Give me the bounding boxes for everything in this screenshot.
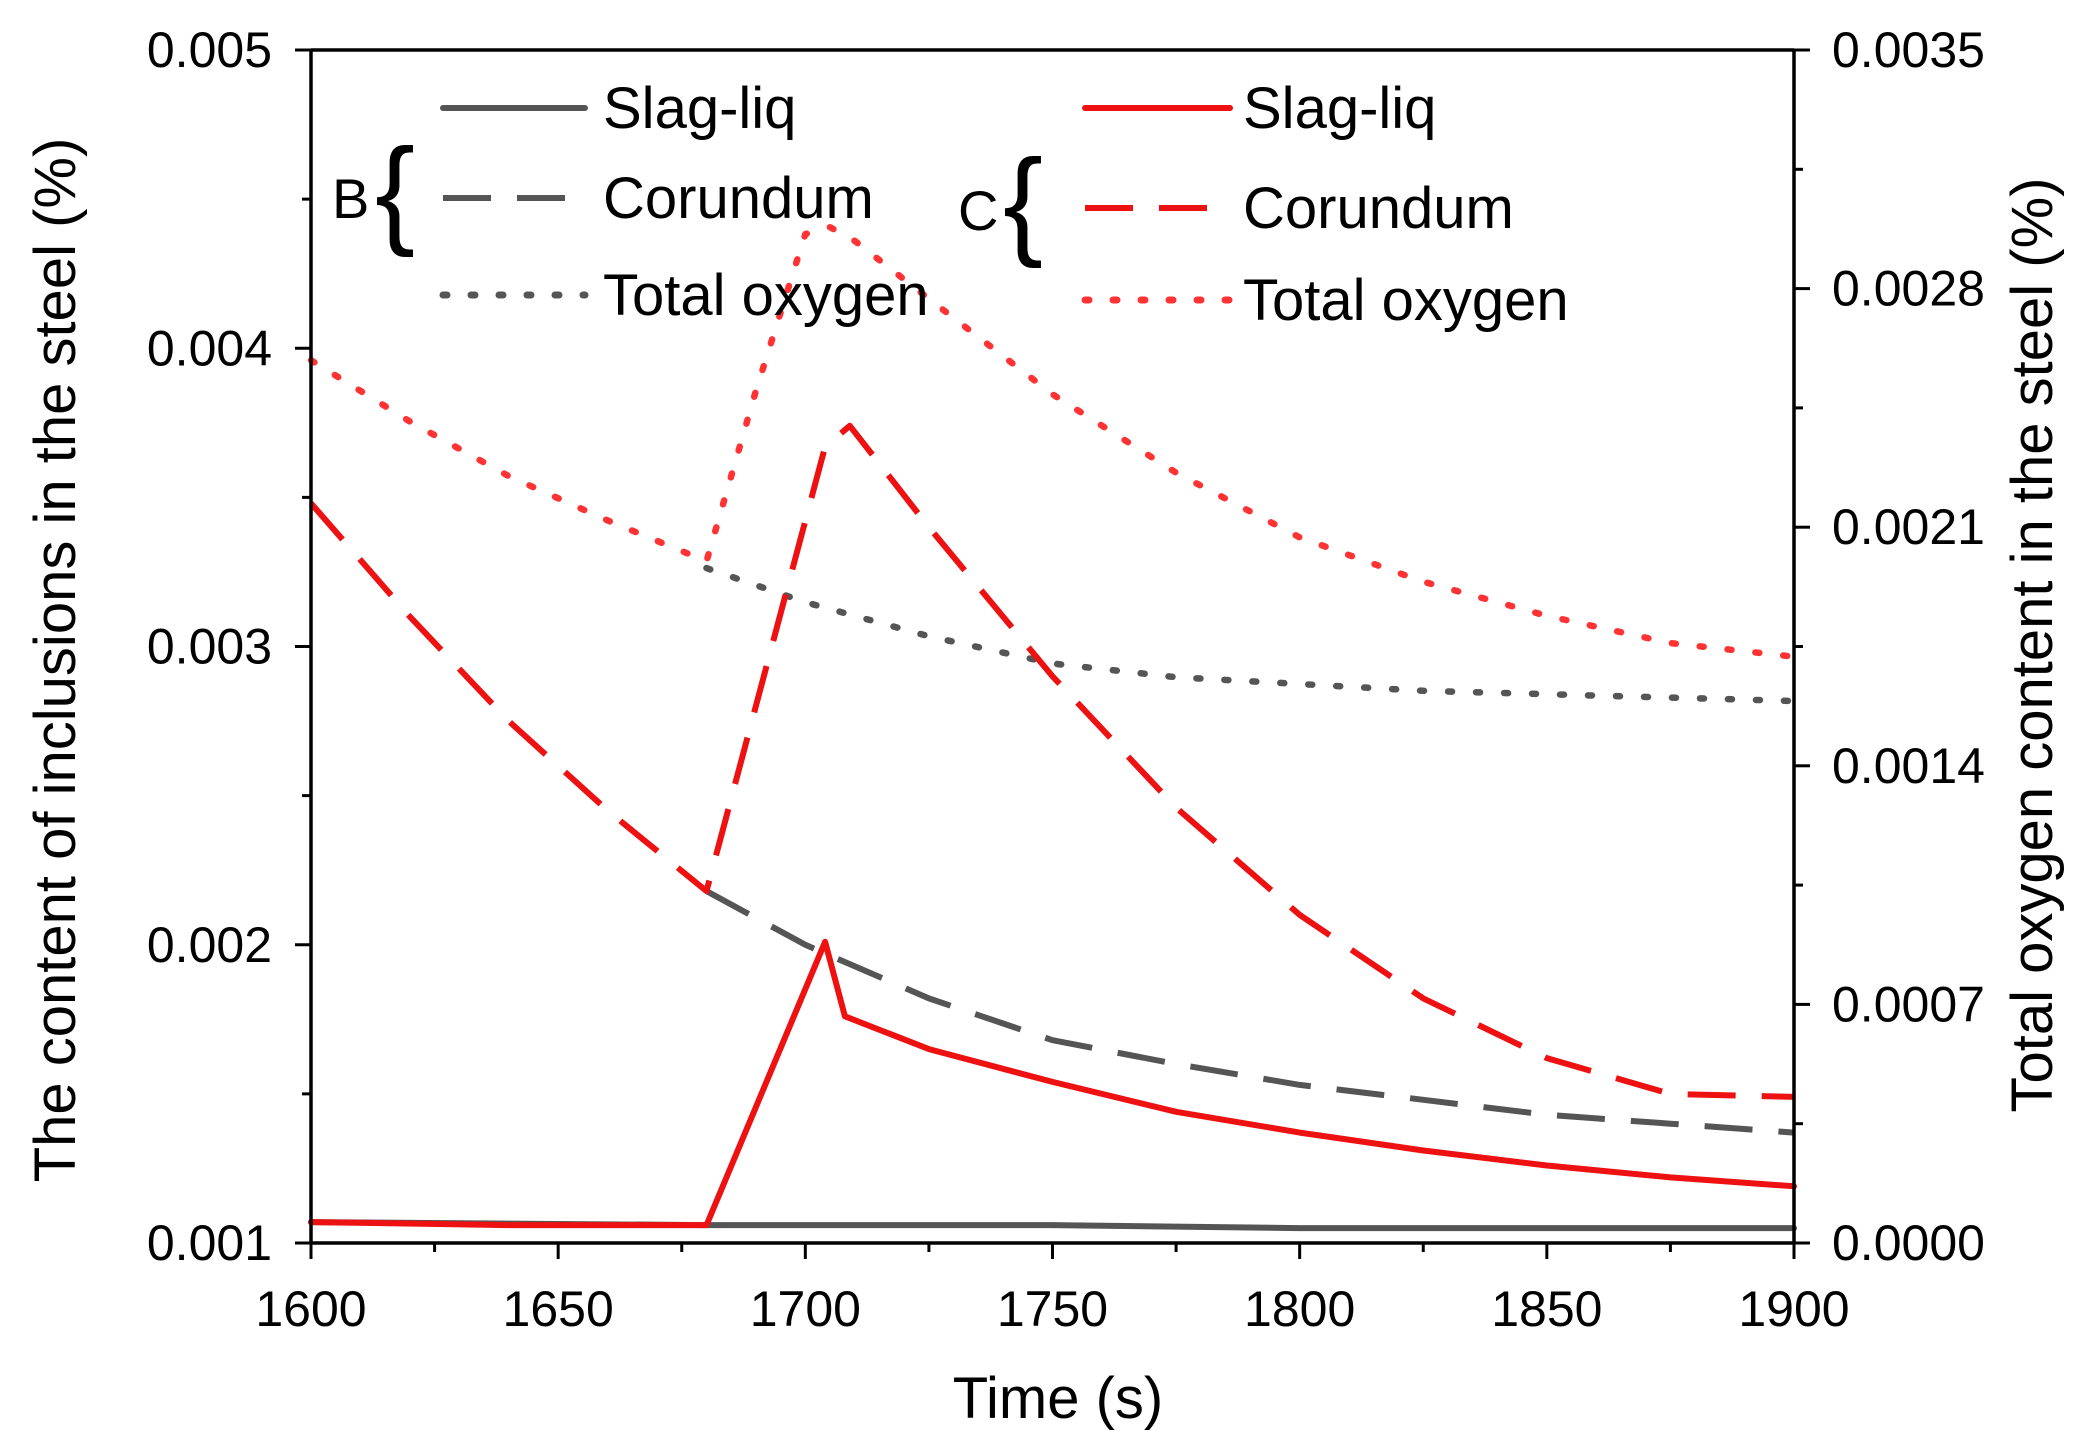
y-left-axis-title: The content of inclusions in the steel (… [23, 138, 88, 1183]
series-line-c-corundum [308, 422, 1795, 1100]
legend-label-b-total-oxygen: Total oxygen [603, 263, 929, 328]
x-tick-label: 1700 [750, 1281, 861, 1337]
legend-label-c-total-oxygen: Total oxygen [1243, 268, 1569, 333]
legend-group-c-brace: { [1003, 135, 1043, 269]
x-axis-title: Time (s) [953, 1366, 1163, 1431]
x-tick-label: 1750 [997, 1281, 1108, 1337]
y-right-tick-label: 0.0035 [1832, 22, 1985, 78]
y-right-axis-title: Total oxygen content in the steel (%) [2000, 178, 2065, 1113]
y-left-tick-label: 0.004 [147, 320, 272, 376]
ticks-layer: 1600 1650 1700 1750 1800 1850 1900 0.001 0.002 0.… [147, 22, 1985, 1337]
series-line-b-total-oxygen [703, 564, 1798, 705]
x-tick-label: 1800 [1244, 1281, 1355, 1337]
legend-items: Slag-liq Corundum Total oxygen Slag-liq Coru… [439, 76, 1569, 333]
y-left-tick-label: 0.003 [147, 619, 272, 675]
legend-label-b-corundum: Corundum [603, 166, 874, 231]
legend-group-b-brace: { [375, 124, 415, 258]
legend-label-b-slag-liq: Slag-liq [603, 76, 796, 141]
y-left-tick-label: 0.001 [147, 1215, 272, 1271]
y-left-tick-label: 0.005 [147, 22, 272, 78]
legend-label-c-corundum: Corundum [1243, 176, 1514, 241]
y-right-tick-label: 0.0028 [1832, 261, 1985, 317]
y-left-tick-label: 0.002 [147, 917, 272, 973]
y-right-tick-label: 0.0021 [1832, 499, 1985, 555]
x-tick-label: 1600 [255, 1281, 366, 1337]
legend-group-b-label: B [332, 167, 369, 230]
x-tick-label: 1650 [503, 1281, 614, 1337]
series-layer [307, 223, 1798, 1232]
legend-group-c-label: C [958, 179, 998, 242]
y-right-tick-label: 0.0007 [1832, 976, 1985, 1032]
x-tick-label: 1900 [1738, 1281, 1849, 1337]
y-right-tick-label: 0.0014 [1832, 738, 1985, 794]
series-line-b-corundum [705, 888, 1795, 1136]
y-right-tick-label: 0.0000 [1832, 1215, 1985, 1271]
series-line-c-slag-liq [308, 938, 1797, 1229]
series-line-c-total-oxygen [307, 223, 1798, 660]
legend-label-c-slag-liq: Slag-liq [1243, 76, 1436, 141]
x-tick-label: 1850 [1491, 1281, 1602, 1337]
